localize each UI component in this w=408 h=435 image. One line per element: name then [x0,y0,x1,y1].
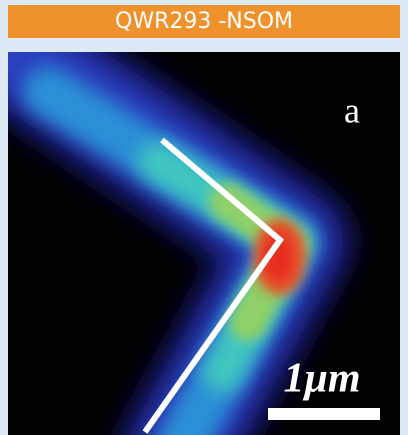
scale-bar [268,408,380,420]
glow [8,52,353,435]
header-title: QWR293 -NSOM [8,5,400,38]
angle-lines [142,137,285,434]
panel-label: a [344,90,360,130]
scale-label: 1μm [283,356,360,402]
nsom-image: a 1μm [8,52,400,435]
